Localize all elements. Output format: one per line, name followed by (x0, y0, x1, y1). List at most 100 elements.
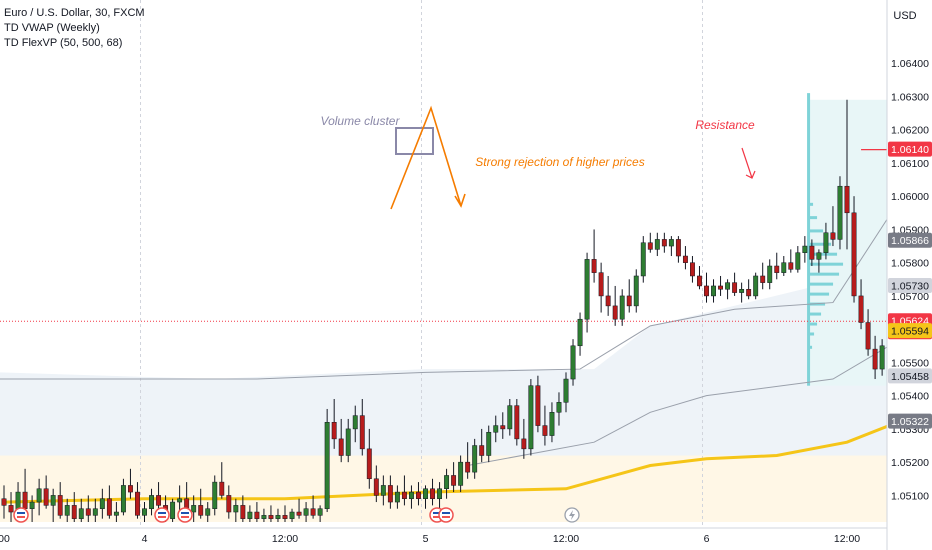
candle[interactable] (640, 236, 646, 283)
candle[interactable] (528, 379, 534, 456)
candle[interactable] (563, 372, 569, 413)
flag-icon[interactable] (438, 507, 454, 523)
candle[interactable] (570, 339, 576, 386)
candle[interactable] (788, 249, 794, 273)
candle[interactable] (823, 222, 829, 260)
candle[interactable] (865, 309, 871, 356)
candle[interactable] (149, 488, 154, 516)
candle[interactable] (542, 405, 548, 446)
candle[interactable] (394, 485, 400, 509)
candle[interactable] (99, 488, 105, 519)
candle[interactable] (795, 246, 801, 273)
candle[interactable] (872, 335, 878, 380)
candle[interactable] (8, 492, 14, 522)
candle[interactable] (486, 425, 492, 463)
candle[interactable] (219, 462, 225, 499)
candle[interactable] (675, 236, 681, 263)
candle[interactable] (816, 249, 822, 273)
flag-icon[interactable] (13, 507, 29, 523)
candle[interactable] (556, 392, 562, 426)
candle[interactable] (43, 475, 49, 509)
candle[interactable] (198, 488, 204, 519)
candle[interactable] (577, 312, 583, 356)
candle[interactable] (725, 279, 731, 300)
candle[interactable] (142, 502, 147, 522)
candle[interactable] (303, 502, 309, 522)
candle[interactable] (380, 475, 386, 506)
candle[interactable] (57, 482, 63, 519)
candle[interactable] (106, 485, 112, 519)
candle[interactable] (647, 232, 653, 253)
candle[interactable] (177, 485, 183, 513)
candle[interactable] (591, 229, 597, 283)
candle[interactable] (113, 502, 119, 522)
candle[interactable] (366, 428, 372, 489)
candle[interactable] (170, 498, 176, 522)
candle[interactable] (458, 455, 464, 493)
candle[interactable] (254, 502, 260, 522)
candle[interactable] (521, 418, 527, 459)
candle[interactable] (191, 495, 197, 522)
candle[interactable] (338, 418, 344, 463)
candle[interactable] (704, 272, 709, 303)
candle[interactable] (212, 475, 218, 516)
symbol-title[interactable]: Euro / U.S. Dollar, 30, FXCM (4, 7, 145, 19)
candle[interactable] (711, 279, 716, 303)
indicator-vwap-label[interactable]: TD VWAP (Weekly) (4, 22, 100, 34)
candle[interactable] (668, 236, 674, 257)
candle[interactable] (247, 505, 253, 522)
candle[interactable] (879, 339, 885, 376)
candle[interactable] (837, 176, 843, 250)
candle[interactable] (50, 488, 56, 522)
candle[interactable] (767, 259, 773, 290)
candle[interactable] (282, 505, 288, 522)
candle[interactable] (830, 206, 836, 247)
candle[interactable] (409, 485, 414, 509)
candle[interactable] (128, 468, 133, 499)
candle[interactable] (682, 246, 688, 270)
candle[interactable] (802, 236, 808, 263)
candle[interactable] (71, 492, 77, 522)
candle[interactable] (851, 196, 857, 303)
candle[interactable] (612, 285, 618, 326)
candle[interactable] (345, 418, 351, 463)
candle[interactable] (261, 508, 267, 522)
candle[interactable] (296, 498, 302, 519)
candle[interactable] (465, 442, 471, 479)
candle[interactable] (444, 468, 450, 499)
price-axis[interactable] (887, 0, 932, 550)
candle[interactable] (549, 402, 555, 443)
candle[interactable] (92, 498, 98, 522)
candle[interactable] (844, 99, 850, 250)
candle[interactable] (514, 398, 520, 446)
candle[interactable] (416, 482, 421, 506)
candle[interactable] (36, 478, 42, 516)
candle[interactable] (781, 256, 787, 276)
candle[interactable] (479, 428, 485, 463)
candle[interactable] (697, 266, 702, 290)
candle[interactable] (64, 498, 70, 522)
candle[interactable] (718, 275, 723, 296)
candle[interactable] (240, 495, 246, 522)
candle[interactable] (401, 475, 407, 506)
candle[interactable] (226, 485, 232, 519)
candle[interactable] (605, 275, 611, 316)
candle[interactable] (29, 495, 35, 522)
candle[interactable] (774, 252, 780, 280)
candle[interactable] (120, 478, 126, 516)
candle[interactable] (331, 398, 337, 449)
candle[interactable] (507, 398, 513, 436)
candle[interactable] (472, 438, 478, 479)
candle[interactable] (633, 269, 639, 313)
candle[interactable] (373, 465, 379, 503)
candle[interactable] (746, 279, 752, 300)
candle[interactable] (809, 239, 815, 266)
candle[interactable] (317, 505, 323, 522)
candle[interactable] (732, 272, 738, 296)
candle[interactable] (535, 375, 541, 433)
candle[interactable] (1, 485, 7, 519)
candle[interactable] (289, 508, 295, 522)
candle[interactable] (626, 279, 632, 313)
flag-icon[interactable] (154, 507, 170, 523)
